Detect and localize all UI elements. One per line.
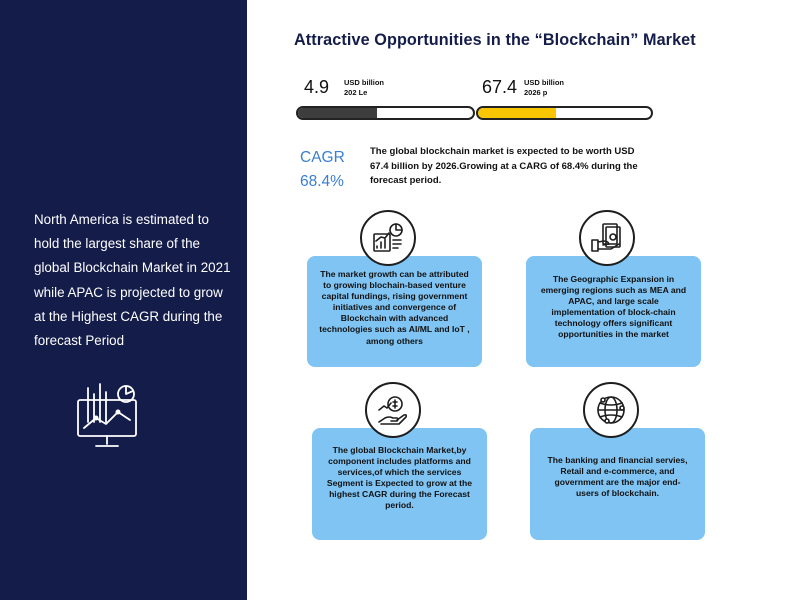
card-text: The Geographic Expansion in emerging reg… xyxy=(540,274,687,340)
metric-2026-bar xyxy=(476,106,653,120)
metric-2021-bar-fill xyxy=(298,108,377,118)
metric-2026-bar-fill xyxy=(478,108,556,118)
sidebar-panel: North America is estimated to hold the l… xyxy=(0,0,247,600)
opportunity-card-end-users: The banking and financial servies, Retai… xyxy=(530,428,705,540)
opportunity-card-growth: The market growth can be attributed to g… xyxy=(307,256,482,367)
opportunity-card-component: The global Blockchain Market,by componen… xyxy=(312,428,487,540)
metric-2021-unit: USD billion 202 Le xyxy=(344,78,384,97)
cagr-block: CAGR 68.4% xyxy=(300,146,345,194)
metric-2021-value: 4.9 xyxy=(304,77,330,97)
investment-growth-icon xyxy=(365,382,421,438)
cagr-value: 68.4% xyxy=(300,173,344,190)
metric-2021-bar xyxy=(296,106,475,120)
card-text: The global Blockchain Market,by componen… xyxy=(326,445,473,511)
sidebar-summary-text: North America is estimated to hold the l… xyxy=(34,212,231,349)
metric-2026-value: 67.4 xyxy=(482,77,518,97)
card-text: The banking and financial servies, Retai… xyxy=(547,455,688,499)
global-network-icon xyxy=(583,382,639,438)
cagr-description: The global blockchain market is expected… xyxy=(370,146,638,186)
money-in-hand-icon xyxy=(579,210,635,266)
opportunity-card-geographic: The Geographic Expansion in emerging reg… xyxy=(526,256,701,367)
analytics-dashboard-icon xyxy=(77,383,137,447)
growth-report-icon xyxy=(360,210,416,266)
cagr-label: CAGR xyxy=(300,149,345,166)
card-text: The market growth can be attributed to g… xyxy=(319,269,470,346)
page-title: Attractive Opportunities in the “Blockch… xyxy=(294,31,696,49)
metric-2026-unit: USD billion 2026 p xyxy=(524,78,564,97)
